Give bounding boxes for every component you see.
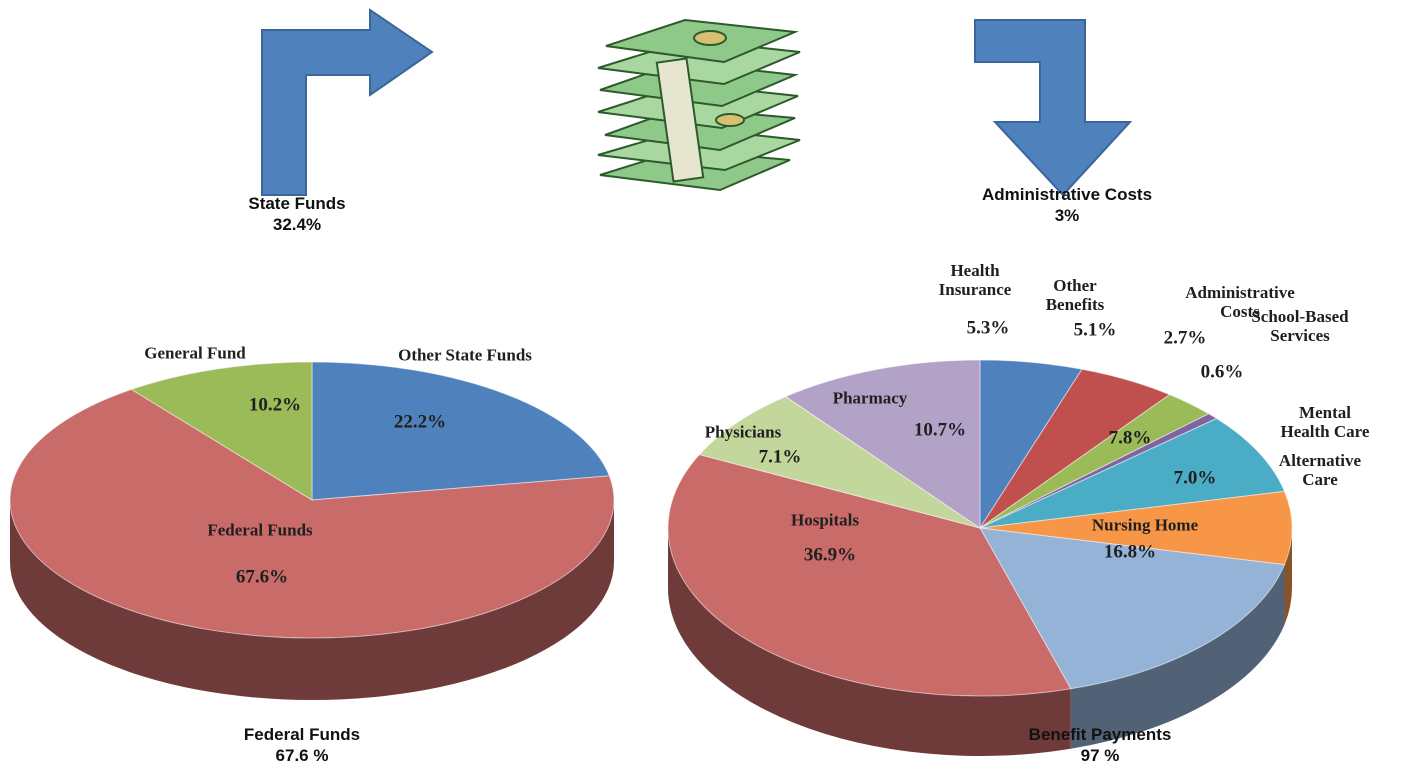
slice-side [1284,528,1292,625]
slice-side [668,528,1071,756]
slice-name: Pharmacy [832,388,908,408]
slice-name: Other Benefits [1045,276,1105,314]
value-label: 2.7% [1163,327,1207,349]
slice-name: Nursing Home [1091,515,1199,535]
arrow-icon [261,8,434,196]
caption-value: 67.6 % [275,746,329,765]
slice-name: Health Insurance [938,261,1012,299]
slice-name: Federal Funds [207,520,313,540]
value-label: 7.8% [1108,427,1152,449]
pies [9,359,1293,756]
value-label: 7.1% [758,446,802,468]
caption: Administrative Costs 3% [982,184,1152,226]
value-label: 10.2% [248,394,302,416]
caption: Federal Funds 67.6 % [244,724,360,766]
caption-value: 97 % [1080,746,1120,765]
value-label: 22.2% [393,411,447,433]
slice-name: Physicians [704,422,782,442]
slice [979,490,1293,566]
caption-value: 32.4% [272,215,322,234]
caption: State Funds 32.4% [248,193,345,235]
slice [979,527,1286,690]
slice-name: Other State Funds [398,345,532,365]
slice-side [1070,564,1285,749]
value-label: 7.0% [1173,467,1217,489]
slice-name: Alternative Care [1278,451,1362,489]
slice [130,361,313,501]
slice-name: School-Based Services [1251,307,1349,345]
caption-title: Administrative Costs [981,185,1153,204]
caption-title: State Funds [248,194,346,213]
value-label: 16.8% [1103,541,1157,563]
value-label: 36.9% [803,544,857,566]
caption-title: Federal Funds [243,725,361,744]
slice-side [10,500,614,700]
slice-name: General Fund [144,343,246,363]
arrow-icon [974,19,1133,197]
caption-title: Benefit Payments [1028,725,1172,744]
value-label: 5.1% [1073,319,1117,341]
slice-name: Mental Health Care [1280,403,1370,441]
slice-name: Administrative Costs [1185,283,1295,321]
slice [979,417,1286,529]
slice [698,395,981,529]
value-label: 10.7% [913,419,967,441]
money-icon [597,18,801,192]
slice [667,454,1072,697]
slice [311,361,611,501]
value-label: 5.3% [966,317,1010,339]
slice [784,359,981,529]
caption: Benefit Payments 97 % [1029,724,1172,766]
value-label: 0.6% [1200,361,1244,383]
value-label: 67.6% [235,566,289,588]
caption-value: 3% [1054,206,1080,225]
slice [9,388,615,639]
slice-name: Hospitals [790,510,860,530]
